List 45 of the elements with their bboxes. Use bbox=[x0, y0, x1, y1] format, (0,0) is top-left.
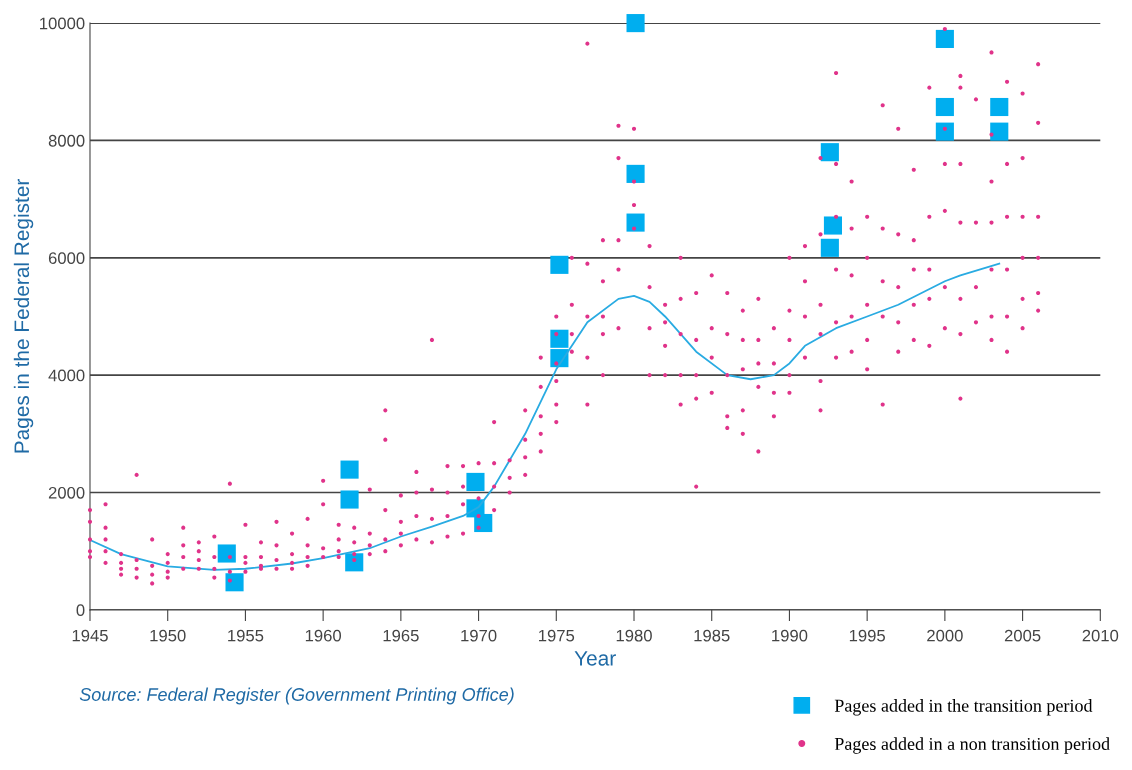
x-tick-label: 2000 bbox=[927, 629, 963, 642]
source-note: Source: Federal Register (Government Printing Office) bbox=[79, 687, 514, 705]
x-tick-label: 1980 bbox=[616, 629, 652, 642]
point bbox=[345, 553, 364, 572]
x-tick-label: 1950 bbox=[150, 629, 186, 642]
point bbox=[823, 216, 843, 235]
point bbox=[626, 213, 645, 232]
point bbox=[626, 14, 645, 33]
legend-label: Pages added in the transition period bbox=[834, 699, 1093, 716]
y-tick-label: 4000 bbox=[48, 369, 85, 382]
x-axis-title: Year bbox=[574, 651, 616, 666]
point bbox=[820, 143, 839, 162]
x-tick-label: 1945 bbox=[72, 629, 108, 642]
point bbox=[217, 544, 236, 563]
x-tick-label: 1975 bbox=[539, 629, 575, 642]
y-tick-label: 8000 bbox=[48, 134, 85, 147]
legend-label: Pages added in a non transition period bbox=[834, 737, 1110, 754]
x-tick-label: 1955 bbox=[228, 629, 264, 642]
point bbox=[990, 122, 1009, 141]
y-axis-title: Pages in the Federal Register bbox=[13, 179, 34, 453]
x-tick-label: 1960 bbox=[305, 629, 342, 642]
point bbox=[340, 460, 359, 479]
x-tick-label: 1990 bbox=[772, 629, 808, 642]
point bbox=[474, 513, 493, 533]
x-tick-label: 1995 bbox=[849, 629, 885, 642]
point bbox=[935, 122, 954, 141]
x-tick-label: 2005 bbox=[1004, 629, 1041, 642]
point bbox=[935, 29, 954, 48]
point bbox=[225, 573, 244, 592]
point bbox=[626, 164, 645, 183]
y-tick-label: 0 bbox=[76, 604, 85, 617]
point bbox=[466, 472, 485, 491]
x-tick-label: 1965 bbox=[383, 629, 419, 642]
point bbox=[550, 329, 569, 348]
point bbox=[550, 255, 569, 274]
point bbox=[990, 97, 1009, 117]
x-tick-label: 2010 bbox=[1082, 629, 1119, 642]
point bbox=[820, 238, 839, 257]
y-tick-label: 2000 bbox=[48, 486, 85, 499]
y-tick-label: 6000 bbox=[48, 252, 85, 264]
point bbox=[340, 490, 359, 509]
y-tick-label: 10000 bbox=[40, 17, 85, 30]
x-tick-label: 1985 bbox=[694, 629, 730, 642]
point bbox=[935, 97, 954, 117]
x-tick-label: 1970 bbox=[461, 629, 497, 642]
